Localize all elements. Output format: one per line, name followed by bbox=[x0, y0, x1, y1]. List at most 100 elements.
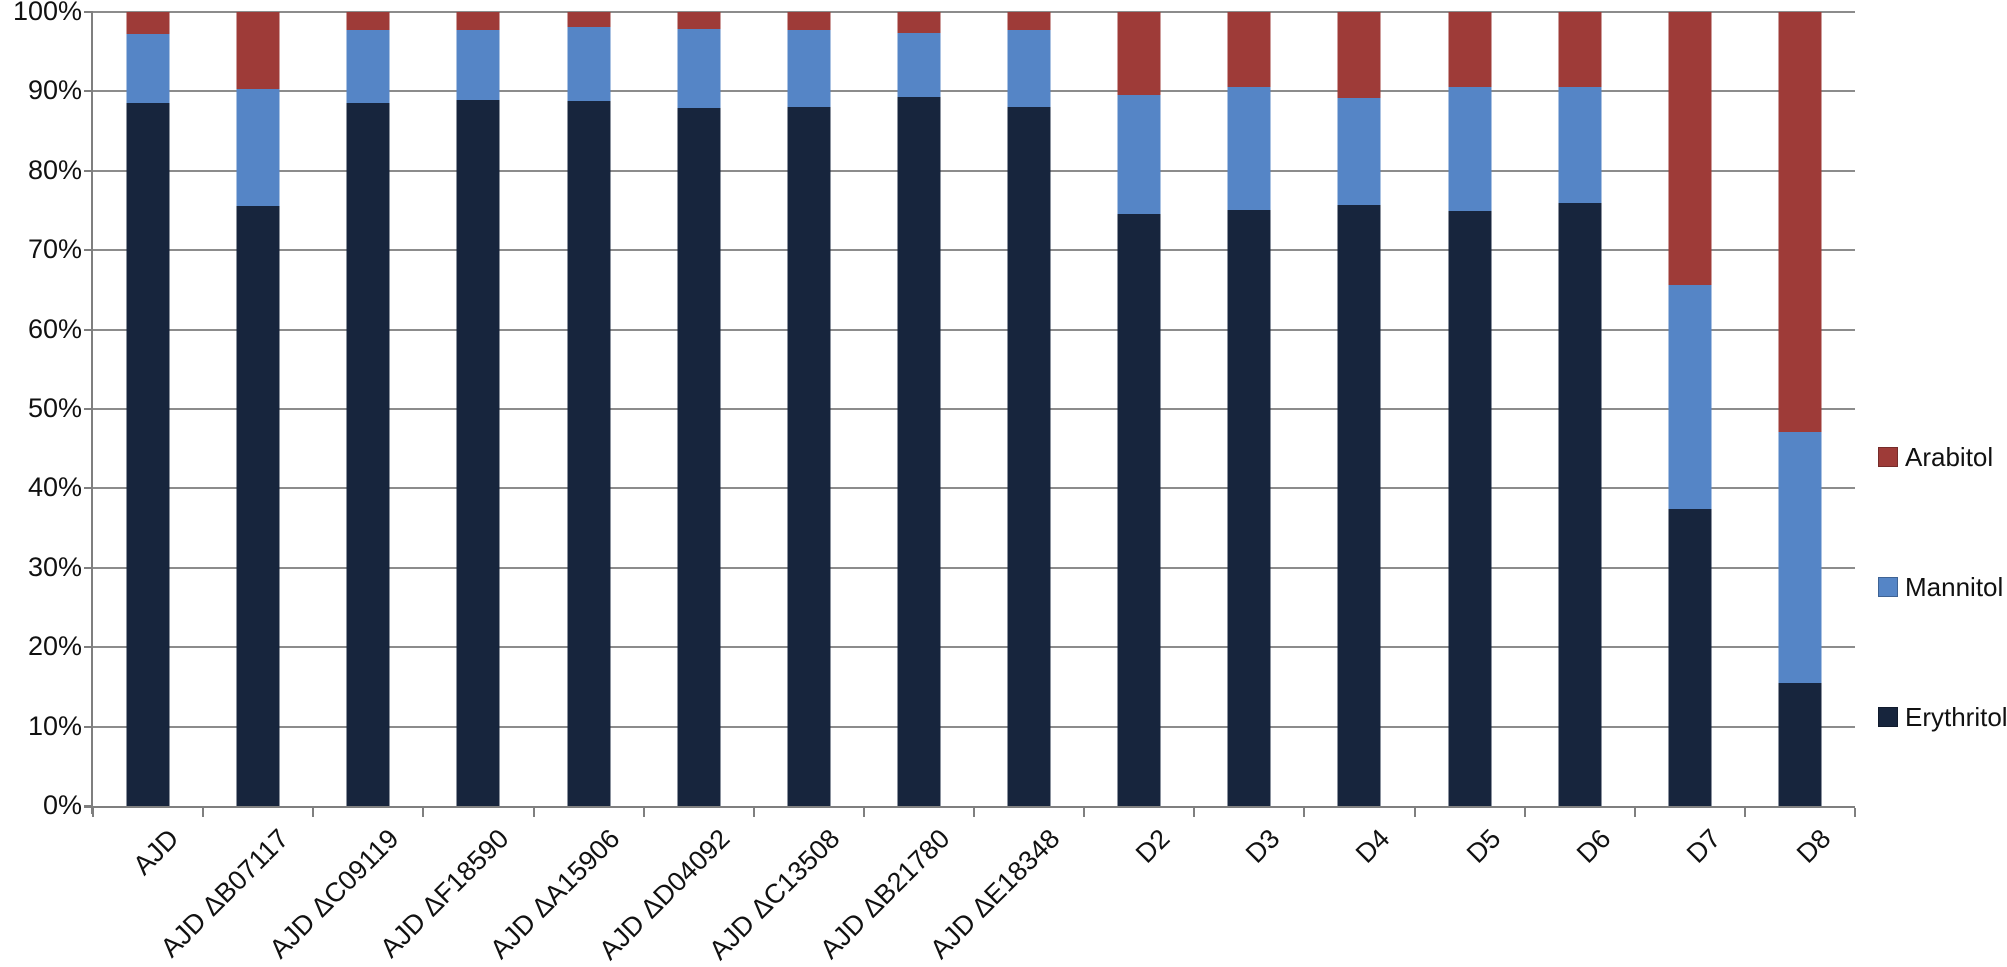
y-tick-30 bbox=[84, 566, 93, 569]
bar-segment-erythritol-AJD ΔB21780 bbox=[897, 96, 941, 806]
category-2 bbox=[203, 12, 313, 806]
bar-D8 bbox=[1778, 12, 1822, 806]
y-tick-20 bbox=[84, 646, 93, 649]
bar-AJD ΔA15906 bbox=[567, 12, 611, 806]
y-tick-label-80: 80% bbox=[27, 154, 82, 185]
bar-AJD ΔB07117 bbox=[236, 12, 280, 806]
x-tick-1 bbox=[202, 808, 205, 817]
y-tick-50 bbox=[84, 408, 93, 410]
legend-label-mannitol: Mannitol bbox=[1905, 572, 2004, 602]
bar-AJD ΔB21780 bbox=[897, 12, 941, 806]
category-13 bbox=[1415, 12, 1525, 806]
x-label-D6: D6 bbox=[1570, 823, 1617, 869]
y-tick-label-100: 100% bbox=[12, 0, 82, 26]
bar-segment-erythritol-D7 bbox=[1668, 509, 1712, 806]
y-tick-70 bbox=[84, 249, 93, 252]
bar-D2 bbox=[1117, 12, 1161, 806]
bar-segment-arabitol-D8 bbox=[1778, 12, 1822, 433]
y-tick-90 bbox=[84, 90, 93, 93]
y-tick-10 bbox=[84, 725, 93, 728]
legend-swatch-erythritol-icon bbox=[1878, 707, 1898, 727]
bar-segment-erythritol-D8 bbox=[1778, 682, 1822, 806]
bar-AJD ΔC09119 bbox=[346, 12, 390, 806]
category-11 bbox=[1194, 12, 1304, 806]
gridline-10 bbox=[93, 725, 1855, 728]
legend-entry-erythritol: Erythritol bbox=[1878, 704, 2007, 730]
category-7 bbox=[754, 12, 864, 806]
bar-segment-mannitol-AJD bbox=[126, 34, 170, 104]
bar-segment-arabitol-AJD ΔE18348 bbox=[1007, 12, 1051, 31]
category-3 bbox=[313, 12, 423, 806]
x-tick-0 bbox=[92, 808, 94, 817]
bar-D6 bbox=[1558, 12, 1602, 806]
x-tick-14 bbox=[1633, 808, 1636, 817]
bar-AJD ΔF18590 bbox=[456, 12, 500, 806]
x-tick-15 bbox=[1743, 808, 1746, 817]
x-tick-2 bbox=[312, 808, 315, 817]
bar-D5 bbox=[1448, 12, 1492, 806]
bar-segment-mannitol-AJD ΔE18348 bbox=[1007, 30, 1051, 107]
x-tick-9 bbox=[1083, 808, 1086, 817]
y-tick-100 bbox=[84, 11, 93, 13]
category-4 bbox=[423, 12, 533, 806]
y-tick-label-30: 30% bbox=[27, 551, 82, 582]
bar-segment-erythritol-D5 bbox=[1448, 211, 1492, 806]
x-axis-line bbox=[84, 806, 1855, 808]
bar-segment-erythritol-D6 bbox=[1558, 202, 1602, 806]
bar-segment-erythritol-AJD bbox=[126, 103, 170, 806]
y-tick-label-0: 0% bbox=[42, 790, 82, 820]
bar-segment-arabitol-AJD ΔC09119 bbox=[346, 12, 390, 31]
bar-AJD ΔC13508 bbox=[787, 12, 831, 806]
y-tick-label-40: 40% bbox=[27, 472, 82, 503]
bar-segment-mannitol-AJD ΔA15906 bbox=[567, 27, 611, 101]
bar-segment-arabitol-D5 bbox=[1448, 12, 1492, 88]
x-tick-12 bbox=[1413, 808, 1416, 817]
y-tick-80 bbox=[84, 169, 93, 172]
bar-segment-mannitol-AJD ΔB21780 bbox=[897, 32, 941, 97]
bar-D3 bbox=[1227, 12, 1271, 806]
bar-segment-erythritol-D4 bbox=[1337, 204, 1381, 806]
bar-segment-erythritol-AJD ΔC13508 bbox=[787, 107, 831, 806]
x-label-AJD: AJD bbox=[127, 823, 185, 881]
bar-segment-erythritol-D2 bbox=[1117, 213, 1161, 806]
bar-segment-erythritol-D3 bbox=[1227, 209, 1271, 806]
bar-segment-erythritol-AJD ΔC09119 bbox=[346, 103, 390, 806]
y-tick-label-50: 50% bbox=[27, 393, 82, 423]
gridline-80 bbox=[93, 169, 1855, 172]
x-label-D8: D8 bbox=[1790, 823, 1837, 869]
category-8 bbox=[864, 12, 974, 806]
bar-segment-arabitol-AJD ΔF18590 bbox=[456, 12, 500, 31]
bar-segment-mannitol-D3 bbox=[1227, 87, 1271, 210]
bar-segment-mannitol-AJD ΔF18590 bbox=[456, 30, 500, 101]
bar-segment-mannitol-AJD ΔC09119 bbox=[346, 30, 390, 104]
bars-container bbox=[93, 12, 1855, 806]
bar-segment-mannitol-D8 bbox=[1778, 432, 1822, 683]
category-5 bbox=[534, 12, 644, 806]
y-axis-line bbox=[91, 12, 93, 814]
category-1 bbox=[93, 12, 203, 806]
bar-segment-arabitol-D7 bbox=[1668, 12, 1712, 286]
x-tick-13 bbox=[1523, 808, 1526, 817]
x-tick-7 bbox=[862, 808, 865, 817]
legend: Arabitol Mannitol Erythritol bbox=[1878, 444, 2007, 834]
bar-segment-erythritol-AJD ΔA15906 bbox=[567, 100, 611, 806]
bar-segment-mannitol-AJD ΔC13508 bbox=[787, 30, 831, 108]
plot-area bbox=[93, 11, 1855, 806]
category-15 bbox=[1635, 12, 1745, 806]
category-6 bbox=[644, 12, 754, 806]
gridline-50 bbox=[93, 408, 1855, 410]
bar-segment-erythritol-AJD ΔF18590 bbox=[456, 100, 500, 806]
x-tick-8 bbox=[973, 808, 975, 817]
bar-D4 bbox=[1337, 12, 1381, 806]
bar-segment-arabitol-D3 bbox=[1227, 12, 1271, 88]
bar-segment-arabitol-AJD ΔA15906 bbox=[567, 12, 611, 28]
bar-segment-arabitol-AJD bbox=[126, 12, 170, 35]
x-label-D5: D5 bbox=[1460, 823, 1507, 869]
legend-entry-mannitol: Mannitol bbox=[1878, 574, 2007, 600]
gridline-60 bbox=[93, 328, 1855, 331]
x-tick-6 bbox=[752, 808, 755, 817]
legend-label-arabitol: Arabitol bbox=[1905, 442, 1994, 472]
x-tick-10 bbox=[1193, 808, 1196, 817]
bar-segment-erythritol-AJD ΔD04092 bbox=[677, 108, 721, 806]
